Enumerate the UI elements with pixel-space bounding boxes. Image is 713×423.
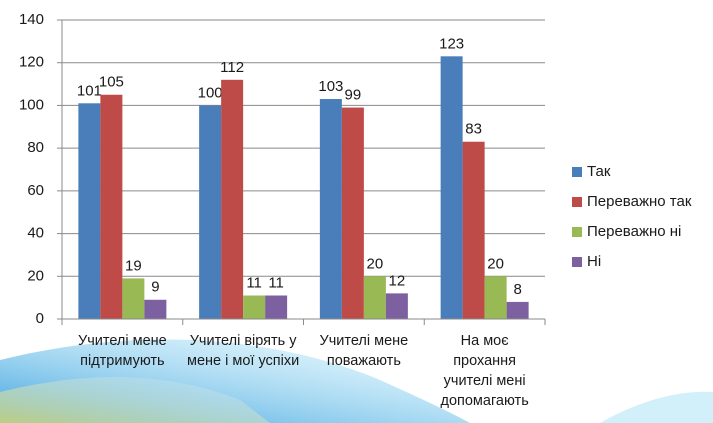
- data-label: 105: [99, 74, 124, 91]
- y-tick-label: 20: [27, 267, 44, 284]
- bar: [342, 108, 364, 319]
- bar: [463, 142, 485, 319]
- bar: [507, 302, 529, 319]
- x-tick-label: Учителі вірять у мене і мої успіхи: [187, 331, 300, 371]
- bar: [364, 276, 386, 319]
- legend-label: Переважно так: [587, 193, 692, 210]
- bar: [386, 293, 408, 319]
- x-tick-label: Учителі мене поважають: [308, 331, 421, 371]
- data-label: 19: [125, 257, 142, 274]
- y-tick-label: 40: [27, 225, 44, 242]
- data-label: 20: [487, 255, 504, 272]
- y-tick-label: 60: [27, 182, 44, 199]
- data-label: 11: [246, 274, 262, 291]
- bar: [485, 276, 507, 319]
- y-tick-label: 0: [36, 310, 44, 327]
- x-tick-label: На моє прохання учителі мені допомагають: [428, 331, 541, 411]
- data-label: 99: [345, 87, 362, 104]
- data-label: 100: [198, 84, 223, 101]
- data-label: 11: [268, 274, 284, 291]
- bar: [199, 105, 221, 319]
- y-tick-label: 80: [27, 139, 44, 156]
- y-tick-label: 140: [19, 11, 44, 28]
- data-label: 8: [513, 281, 521, 298]
- y-tick-label: 120: [19, 54, 44, 71]
- bar: [243, 296, 265, 319]
- bar: [122, 278, 144, 319]
- legend-swatch: [572, 197, 582, 207]
- legend-label: Переважно ні: [587, 223, 681, 240]
- data-label: 103: [318, 78, 343, 95]
- bar: [320, 99, 342, 319]
- legend-label: Так: [587, 163, 611, 180]
- slide: 020406080100120140101100103123Так1051129…: [0, 0, 713, 423]
- data-label: 83: [465, 121, 482, 138]
- x-tick-label: Учителі мене підтримують: [66, 331, 179, 371]
- bar: [221, 80, 243, 319]
- legend-swatch: [572, 257, 582, 267]
- data-label: 112: [220, 59, 244, 76]
- bar: [100, 95, 122, 319]
- bar: [144, 300, 166, 319]
- bar: [265, 296, 287, 319]
- y-tick-label: 100: [19, 96, 44, 113]
- decoration: [600, 392, 713, 423]
- legend-label: Ні: [587, 253, 601, 270]
- data-label: 9: [151, 279, 159, 296]
- data-label: 123: [439, 35, 464, 52]
- legend-swatch: [572, 167, 582, 177]
- legend-swatch: [572, 227, 582, 237]
- data-label: 12: [389, 272, 406, 289]
- bar: [78, 103, 100, 319]
- data-label: 20: [367, 255, 384, 272]
- bar: [441, 56, 463, 319]
